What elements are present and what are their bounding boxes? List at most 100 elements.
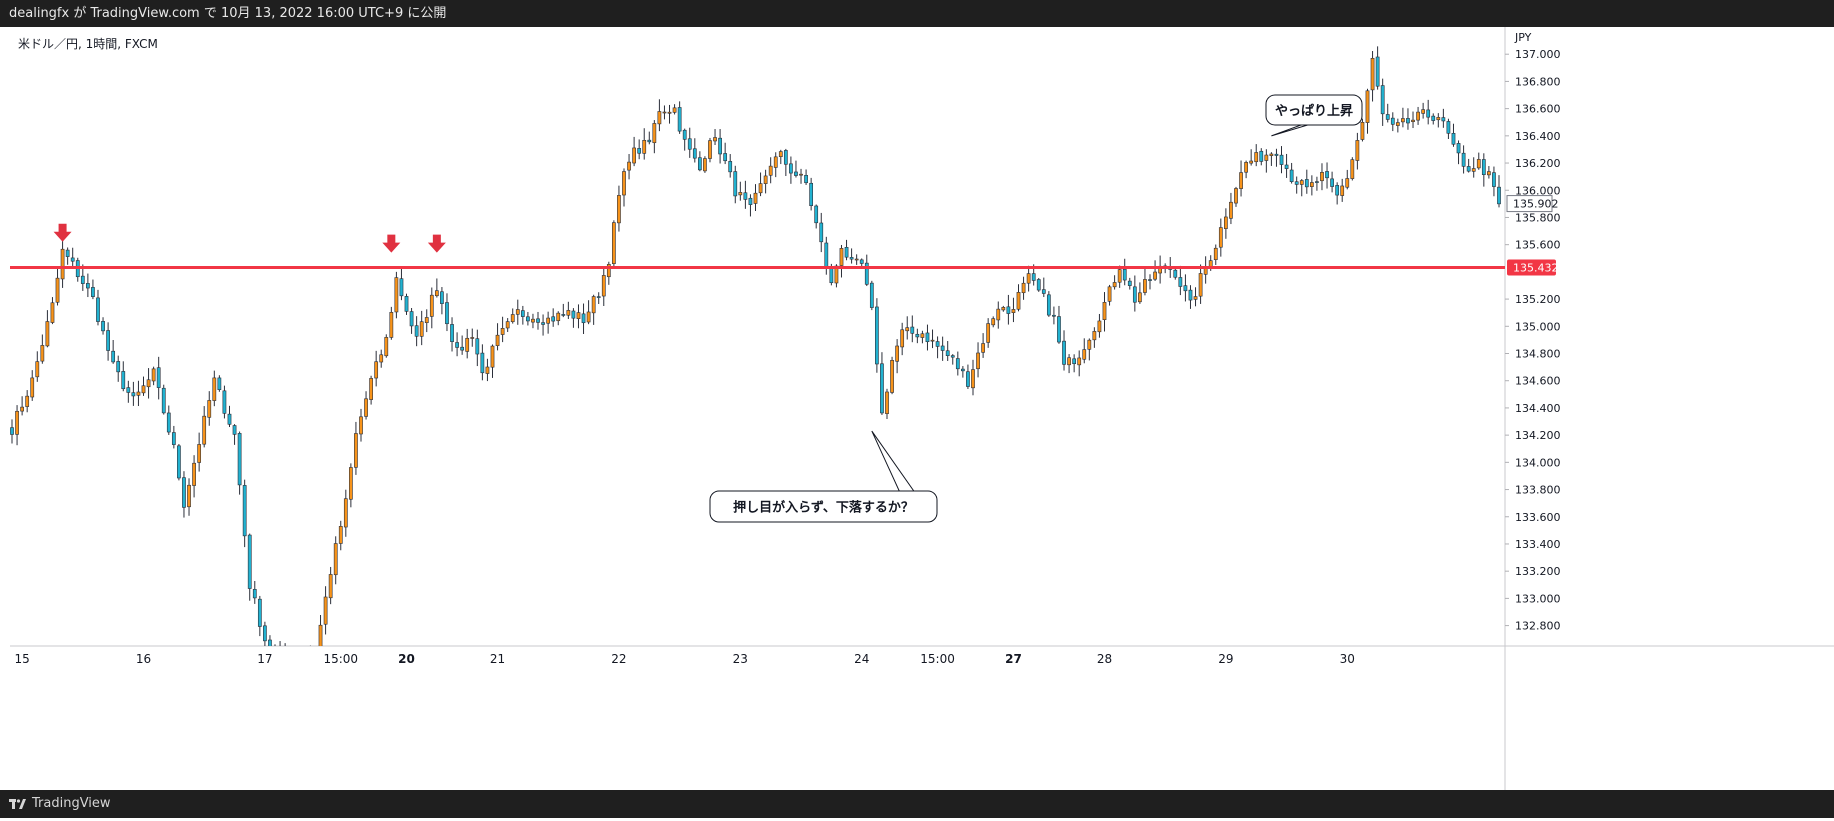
down-arrow-icon[interactable] xyxy=(382,234,401,253)
candle-down xyxy=(1380,85,1385,115)
candle-up xyxy=(556,312,561,322)
down-arrow-icon[interactable] xyxy=(53,223,72,242)
candle-up xyxy=(591,296,596,314)
candle-up xyxy=(632,147,636,164)
candle-up xyxy=(1340,185,1345,196)
candle-down xyxy=(1304,179,1309,188)
candle-down xyxy=(1385,114,1390,120)
candle-down xyxy=(131,392,136,397)
candle-up xyxy=(505,321,510,329)
candle-down xyxy=(789,163,793,174)
tradingview-icon xyxy=(9,799,26,809)
candle-up xyxy=(25,395,30,407)
candle-down xyxy=(1284,164,1289,169)
price-tick-label: 136.800 xyxy=(1515,75,1561,88)
candle-down xyxy=(875,306,879,365)
candle-down xyxy=(268,639,272,646)
candle-down xyxy=(399,278,404,297)
candle-up xyxy=(1026,273,1031,284)
candle-down xyxy=(1335,185,1340,196)
candle-down xyxy=(1390,117,1395,125)
time-tick-label: 23 xyxy=(733,652,748,666)
candle-up xyxy=(1092,331,1097,341)
candle-down xyxy=(1375,56,1380,87)
candle-up xyxy=(763,175,768,184)
candle-down xyxy=(687,138,692,150)
candle-down xyxy=(945,350,950,356)
candle-up xyxy=(1011,309,1016,313)
candle-down xyxy=(70,257,75,262)
tradingview-logo[interactable]: TradingView xyxy=(0,790,111,818)
candle-up xyxy=(1370,57,1375,91)
candle-up xyxy=(1077,357,1082,366)
last-price-label: 135.902 xyxy=(1513,198,1559,211)
candle-down xyxy=(955,358,960,370)
candle-up xyxy=(758,183,763,194)
time-tick-label: 21 xyxy=(490,652,505,666)
candle-up xyxy=(490,345,495,368)
candle-up xyxy=(1365,90,1370,123)
candle-up xyxy=(510,314,515,323)
candle-down xyxy=(520,310,525,317)
candle-up xyxy=(566,310,571,316)
candle-up xyxy=(768,165,773,176)
candle-up xyxy=(839,248,844,266)
candle-down xyxy=(1279,154,1284,165)
candle-up xyxy=(60,248,65,280)
down-arrow-icon[interactable] xyxy=(427,234,446,253)
candle-down xyxy=(177,445,181,479)
candle-down xyxy=(910,326,915,334)
candle-down xyxy=(723,153,728,162)
candle-up xyxy=(202,415,207,445)
candlestick-chart[interactable]: 137.000 136.800 136.600 136.400 136.200 136.0… xyxy=(10,27,1834,790)
candle-up xyxy=(1138,292,1142,303)
callout-box[interactable] xyxy=(1265,94,1363,126)
candle-up xyxy=(424,317,429,324)
price-tick-label: 134.800 xyxy=(1515,348,1561,361)
candle-up xyxy=(1143,279,1147,293)
candle-up xyxy=(465,337,470,352)
time-tick-label: 20 xyxy=(398,652,415,666)
callout-pointer[interactable] xyxy=(871,430,919,498)
candle-up xyxy=(1153,271,1157,280)
candle-up xyxy=(778,151,783,157)
candle-down xyxy=(1497,186,1501,205)
candle-down xyxy=(445,302,449,325)
candle-down xyxy=(571,310,576,319)
candle-down xyxy=(794,171,798,176)
candle-down xyxy=(541,322,545,325)
candle-up xyxy=(1264,154,1269,161)
candle-up xyxy=(50,302,55,323)
candle-up xyxy=(905,327,910,332)
candle-up xyxy=(1001,307,1006,311)
candle-up xyxy=(1218,227,1223,248)
candle-down xyxy=(804,174,808,184)
candle-up xyxy=(667,111,672,114)
candle-up xyxy=(986,323,991,343)
candle-up xyxy=(304,659,307,662)
candle-down xyxy=(748,197,753,205)
candle-up xyxy=(1117,269,1122,283)
candle-up xyxy=(991,318,996,326)
candle-up xyxy=(601,275,606,297)
candle-up xyxy=(996,308,1001,321)
candle-down xyxy=(404,296,409,312)
candle-down xyxy=(925,332,930,343)
candle-up xyxy=(713,137,717,142)
candle-down xyxy=(1315,181,1319,183)
candle-up xyxy=(1345,178,1350,188)
candle-up xyxy=(799,173,803,176)
candle-up xyxy=(1016,292,1021,310)
candle-up xyxy=(309,656,312,658)
candle-up xyxy=(374,361,379,379)
time-tick-label: 22 xyxy=(611,652,626,666)
chart-area[interactable]: 137.000 136.800 136.600 136.400 136.200 136.0… xyxy=(10,27,1834,790)
candle-down xyxy=(278,650,281,655)
callout-box[interactable] xyxy=(709,490,938,523)
candle-down xyxy=(91,287,95,297)
candle-up xyxy=(1224,216,1228,229)
candle-down xyxy=(1031,273,1036,281)
candle-up xyxy=(1471,168,1476,172)
candle-up xyxy=(318,624,323,646)
candle-down xyxy=(299,662,302,663)
